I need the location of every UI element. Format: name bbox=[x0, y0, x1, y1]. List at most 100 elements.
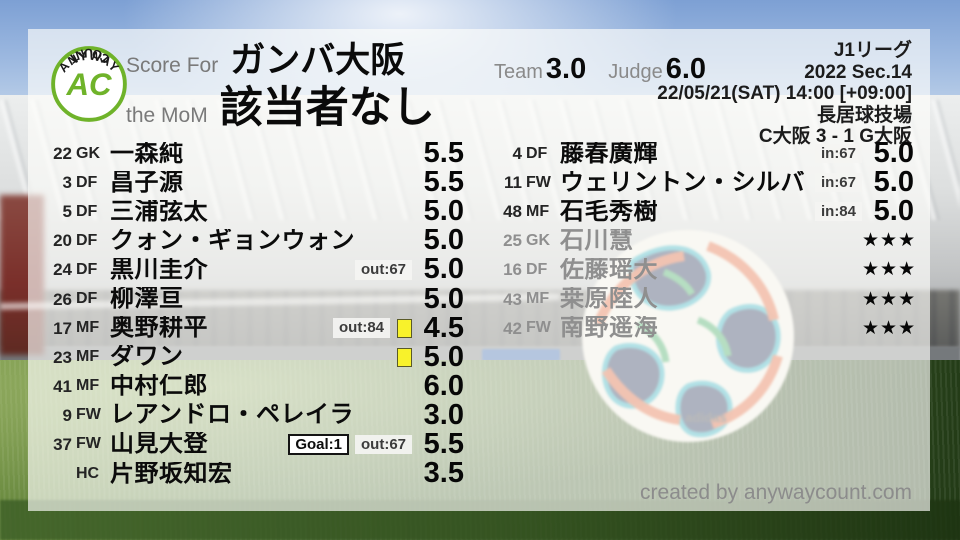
player-number: 37 bbox=[53, 434, 72, 454]
sub-out-badge: out:84 bbox=[333, 318, 390, 338]
table-row: 9 FW レアンドロ・ペレイラ 3.0 bbox=[44, 400, 464, 430]
svg-text:COUNT: COUNT bbox=[65, 46, 112, 67]
sub-out-badge: out:67 bbox=[355, 260, 412, 280]
team-judge-scores: Team 3.0 Judge 6.0 bbox=[494, 55, 706, 84]
player-score: 5.0 bbox=[423, 224, 464, 257]
player-number: 9 bbox=[62, 405, 72, 425]
player-name: 一森純 bbox=[110, 141, 184, 166]
player-name: 石川慧 bbox=[560, 228, 634, 253]
table-row: 24 DF 黒川圭介 out:67 5.0 bbox=[44, 255, 464, 284]
player-position: DF bbox=[76, 202, 98, 220]
table-row: 23 MF ダワン 5.0 bbox=[44, 342, 464, 372]
player-name: 片野坂知宏 bbox=[110, 461, 233, 486]
player-name: レアンドロ・ペレイラ bbox=[110, 403, 355, 428]
player-number: 23 bbox=[53, 347, 72, 367]
sub-in-badge: in:67 bbox=[814, 173, 862, 193]
player-number: 17 bbox=[53, 318, 72, 338]
player-score: 6.0 bbox=[423, 369, 464, 402]
player-number: 20 bbox=[53, 231, 72, 251]
table-row: 43 MF 桒原陸人 ★★★ bbox=[494, 284, 917, 313]
player-name: 南野遥海 bbox=[560, 316, 658, 341]
season-section: 2022 Sec.14 bbox=[804, 61, 912, 83]
player-name: 中村仁郎 bbox=[110, 374, 208, 399]
judge-score-value: 6.0 bbox=[665, 53, 707, 85]
match-info: J1リーグ 2022 Sec.14 22/05/21(SAT) 14:00 [+… bbox=[657, 40, 912, 148]
table-row: 25 GK 石川慧 ★★★ bbox=[494, 226, 917, 255]
player-name: 昌子源 bbox=[110, 170, 184, 195]
mom-name: 該当者なし bbox=[219, 84, 435, 132]
player-position: GK bbox=[526, 231, 550, 249]
team-score-value: 3.0 bbox=[545, 53, 587, 85]
stars-rating: ★★★ bbox=[862, 317, 917, 339]
player-position: HC bbox=[76, 464, 100, 482]
player-score: 5.0 bbox=[873, 195, 914, 228]
player-score: 5.5 bbox=[423, 137, 464, 170]
player-number: 48 bbox=[503, 202, 522, 222]
table-row: 4 DF 藤春廣輝 in:67 5.0 bbox=[494, 139, 914, 168]
player-number: 4 bbox=[512, 144, 522, 164]
starting-players-list: 22 GK 一森純 5.5 3 DF 昌子源 5.5 5 DF 三浦弦太 5.0… bbox=[44, 139, 464, 488]
substitutes-list: 4 DF 藤春廣輝 in:67 5.0 11 FW ウェリントン・シルバ in:… bbox=[494, 139, 917, 343]
stars-rating: ★★★ bbox=[862, 230, 917, 252]
score-for-label: Score For bbox=[126, 54, 219, 77]
player-number: 42 bbox=[503, 318, 522, 338]
goal-badge: Goal:1 bbox=[288, 433, 349, 456]
table-row: 26 DF 柳澤亘 5.0 bbox=[44, 284, 464, 313]
player-number: 26 bbox=[53, 289, 72, 309]
table-row: 3 DF 昌子源 5.5 bbox=[44, 168, 464, 197]
player-number: 11 bbox=[504, 173, 522, 193]
player-name: 藤春廣輝 bbox=[560, 141, 658, 166]
player-name: 石毛秀樹 bbox=[560, 199, 658, 224]
player-number: 24 bbox=[53, 260, 72, 280]
table-row: 22 GK 一森純 5.5 bbox=[44, 139, 464, 168]
player-position: DF bbox=[76, 290, 98, 308]
player-score: 5.0 bbox=[423, 282, 464, 315]
player-position: MF bbox=[526, 290, 550, 308]
player-number: 5 bbox=[62, 202, 72, 222]
sub-in-badge: in:84 bbox=[814, 202, 862, 222]
table-row: 37 FW 山見大登 Goal:1 out:67 5.5 bbox=[44, 427, 464, 460]
player-number: 43 bbox=[503, 289, 522, 309]
table-row: 48 MF 石毛秀樹 in:84 5.0 bbox=[494, 197, 914, 226]
player-position: FW bbox=[526, 173, 551, 191]
table-row: 20 DF クォン・ギョンウォン 5.0 bbox=[44, 226, 464, 255]
player-score: 3.5 bbox=[423, 457, 464, 490]
player-name: 黒川圭介 bbox=[110, 257, 208, 282]
player-name: 三浦弦太 bbox=[110, 199, 208, 224]
player-position: DF bbox=[76, 231, 98, 249]
player-position: DF bbox=[76, 260, 98, 278]
player-name: クォン・ギョンウォン bbox=[110, 228, 355, 253]
sub-in-badge: in:67 bbox=[814, 143, 862, 164]
player-score: 5.0 bbox=[423, 195, 464, 228]
team-score-label: Team bbox=[494, 61, 543, 83]
player-number: 3 bbox=[62, 173, 72, 193]
table-row: 17 MF 奥野耕平 out:84 4.5 bbox=[44, 311, 464, 344]
player-number: 41 bbox=[53, 376, 72, 396]
player-position: FW bbox=[76, 435, 101, 453]
stars-rating: ★★★ bbox=[862, 288, 917, 310]
player-name: 山見大登 bbox=[110, 432, 208, 457]
table-row: 5 DF 三浦弦太 5.0 bbox=[44, 197, 464, 226]
player-score: 4.5 bbox=[423, 311, 464, 344]
table-row: 11 FW ウェリントン・シルバ in:67 5.0 bbox=[494, 168, 914, 197]
player-number: 22 bbox=[53, 144, 72, 164]
player-number: 25 bbox=[503, 231, 522, 251]
table-row: 41 MF 中村仁郎 6.0 bbox=[44, 369, 464, 402]
venue-name: 長居球技場 bbox=[816, 104, 912, 126]
player-position: DF bbox=[76, 173, 98, 191]
match-result: C大阪 3 - 1 G大阪 bbox=[758, 126, 912, 147]
player-score: 5.5 bbox=[423, 427, 464, 460]
player-score: 5.0 bbox=[873, 166, 914, 199]
judge-score-label: Judge bbox=[608, 61, 663, 83]
player-name: 桒原陸人 bbox=[560, 287, 658, 312]
credit-text: created by anywaycount.com bbox=[640, 481, 912, 504]
player-number: 16 bbox=[503, 260, 522, 280]
player-score: 5.0 bbox=[873, 137, 914, 170]
player-position: DF bbox=[526, 144, 548, 162]
player-position: MF bbox=[76, 319, 100, 337]
player-score: 5.0 bbox=[423, 253, 464, 286]
sub-out-badge: out:67 bbox=[355, 434, 412, 455]
player-position: MF bbox=[76, 377, 100, 395]
logo-center-text: AC bbox=[65, 67, 112, 102]
table-row: 42 FW 南野遥海 ★★★ bbox=[494, 314, 917, 343]
